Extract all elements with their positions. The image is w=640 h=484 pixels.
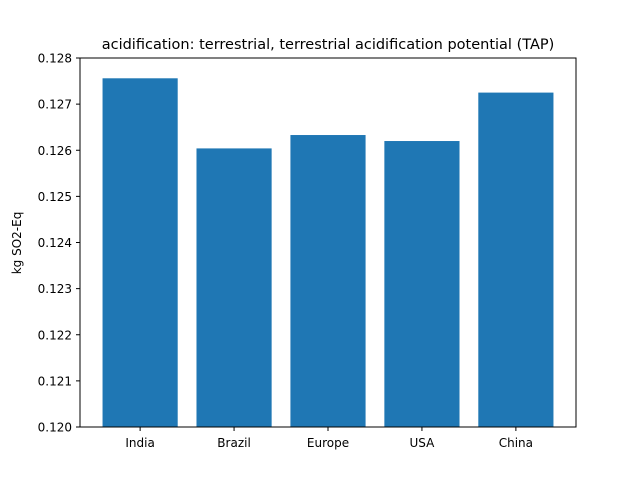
y-axis-ticks: 0.120 0.121 0.122 0.123 0.124 0.125 0.126 0.127…	[38, 52, 80, 435]
y-tick-label: 0.124	[38, 236, 72, 250]
x-axis-ticks: India Brazil Europe USA China	[125, 427, 533, 450]
bar-china	[478, 92, 554, 427]
plot-frame	[79, 57, 577, 428]
y-tick-label: 0.123	[38, 282, 72, 296]
x-tick-label: India	[125, 436, 154, 450]
x-tick-label: Brazil	[217, 436, 251, 450]
chart-title: acidification: terrestrial, terrestrial …	[102, 37, 555, 53]
y-axis-label: kg SO2-Eq	[10, 212, 24, 275]
y-tick-label: 0.120	[38, 421, 72, 435]
y-tick-label: 0.127	[38, 98, 72, 112]
y-tick-label: 0.126	[38, 144, 72, 158]
x-tick-label: USA	[410, 436, 436, 450]
bar-europe	[290, 135, 366, 427]
x-tick-label: Europe	[307, 436, 349, 450]
y-tick-label: 0.125	[38, 190, 72, 204]
y-tick-label: 0.122	[38, 328, 72, 342]
bar-usa	[384, 141, 460, 427]
bar-brazil	[196, 148, 272, 427]
y-tick-label: 0.128	[38, 52, 72, 66]
x-tick-label: China	[499, 436, 533, 450]
bars-layer	[102, 78, 554, 428]
bar-india	[102, 78, 178, 428]
y-tick-label: 0.121	[38, 374, 72, 388]
